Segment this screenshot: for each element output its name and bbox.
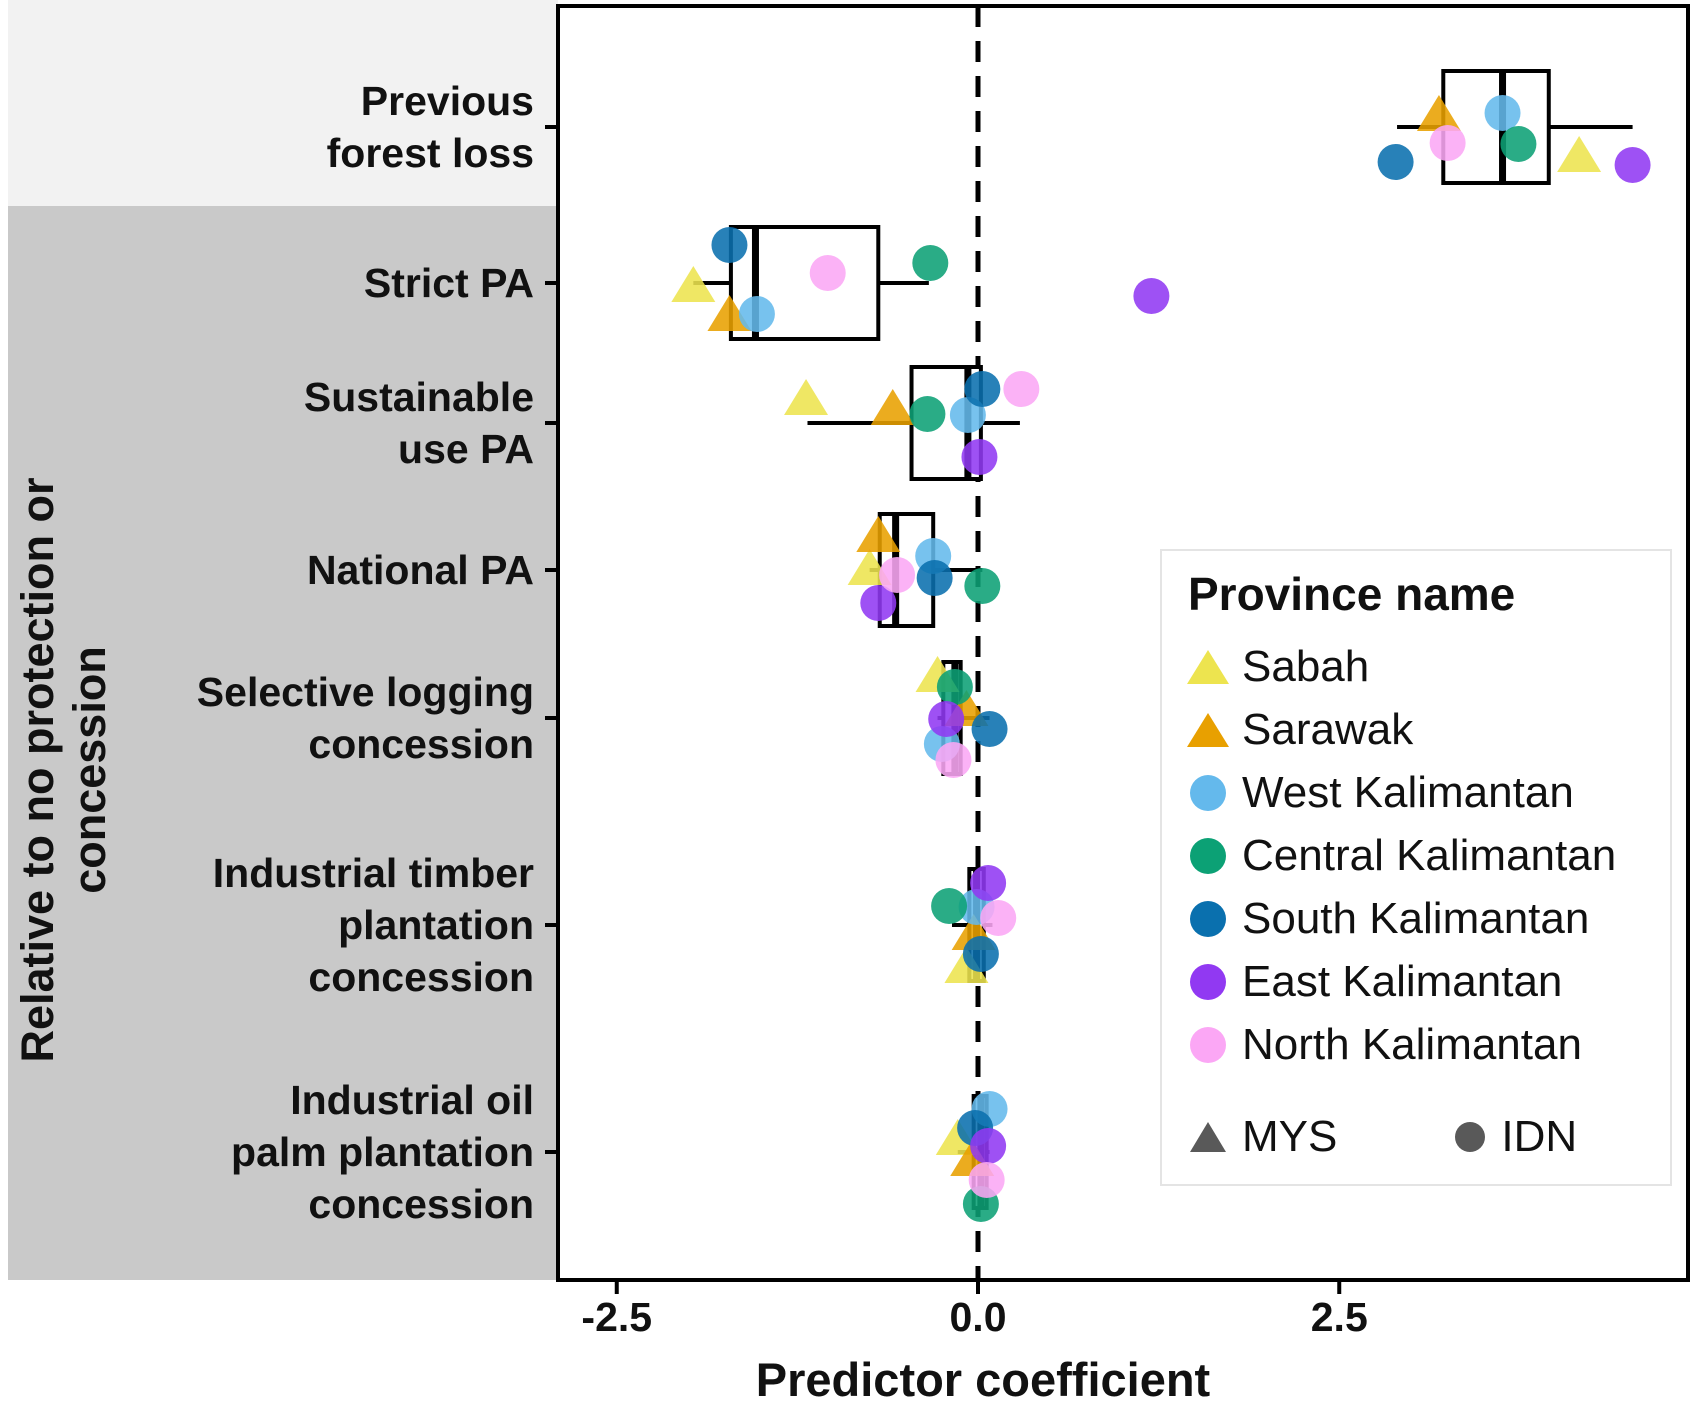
data-point-circle bbox=[711, 227, 748, 263]
data-point-circle bbox=[909, 396, 946, 432]
data-point-circle bbox=[970, 865, 1007, 901]
legend-item: Sabah bbox=[1162, 635, 1670, 698]
data-point-triangle bbox=[784, 379, 829, 415]
data-point-circle bbox=[879, 557, 916, 593]
legend-item: Sarawak bbox=[1162, 698, 1670, 761]
legend-box: Province name Sabah Sarawak West Kalimanta… bbox=[1160, 549, 1672, 1186]
legend-item-label: East Kalimantan bbox=[1242, 956, 1563, 1006]
legend-item-label: South Kalimantan bbox=[1242, 893, 1590, 943]
data-point-circle bbox=[738, 296, 775, 332]
panel-border bbox=[556, 4, 1690, 1282]
circle-marker-icon bbox=[1455, 1122, 1486, 1152]
data-point-circle bbox=[1377, 144, 1414, 180]
data-point-circle bbox=[916, 560, 953, 596]
data-point-triangle bbox=[870, 389, 915, 425]
category-label: Selective logging concession bbox=[196, 668, 534, 767]
data-point-circle bbox=[1614, 147, 1651, 183]
legend-item-label: Sarawak bbox=[1242, 704, 1414, 754]
data-point-circle bbox=[809, 255, 846, 291]
data-point-circle bbox=[964, 568, 1001, 604]
legend-marker bbox=[1186, 1026, 1230, 1063]
legend-item-label: North Kalimantan bbox=[1242, 1019, 1582, 1069]
legend-shape-row: MYS IDN bbox=[1162, 1112, 1670, 1162]
category-strip-dark bbox=[8, 206, 558, 1280]
data-point-triangle bbox=[856, 516, 901, 552]
legend-item-label: West Kalimantan bbox=[1242, 767, 1574, 817]
legend-marker bbox=[1186, 774, 1230, 811]
circle-marker-icon bbox=[1190, 837, 1226, 874]
legend-marker bbox=[1186, 712, 1230, 747]
data-point-circle bbox=[1484, 95, 1521, 131]
x-tick-label: 0.0 bbox=[949, 1294, 1007, 1340]
data-point-triangle bbox=[707, 295, 752, 331]
data-point-circle bbox=[1133, 278, 1170, 314]
category-label: Industrial timber plantation concession bbox=[212, 849, 534, 1001]
legend-item: South Kalimantan bbox=[1162, 887, 1670, 950]
legend-shape-item: MYS bbox=[1190, 1112, 1337, 1162]
x-tick-label: 2.5 bbox=[1310, 1294, 1368, 1340]
data-point-circle bbox=[980, 900, 1017, 936]
data-point-circle bbox=[935, 742, 972, 778]
triangle-marker-icon bbox=[1187, 712, 1229, 747]
legend-item: Central Kalimantan bbox=[1162, 824, 1670, 887]
legend-item-label: Central Kalimantan bbox=[1242, 830, 1617, 880]
legend-marker bbox=[1186, 649, 1230, 684]
legend-shape-item: IDN bbox=[1455, 1112, 1577, 1162]
legend-marker bbox=[1186, 900, 1230, 937]
category-label: Sustainable use PA bbox=[303, 373, 534, 472]
data-point-circle bbox=[964, 371, 1001, 407]
circle-marker-icon bbox=[1190, 963, 1226, 1000]
data-point-circle bbox=[961, 439, 998, 475]
category-strip-light bbox=[8, 0, 558, 206]
data-point-circle bbox=[1003, 371, 1040, 407]
legend-item: West Kalimantan bbox=[1162, 761, 1670, 824]
data-point-triangle bbox=[1557, 136, 1602, 172]
legend-marker bbox=[1186, 963, 1230, 1000]
data-point-circle bbox=[928, 701, 965, 737]
legend-title: Province name bbox=[1188, 568, 1516, 620]
legend-item: North Kalimantan bbox=[1162, 1013, 1670, 1076]
data-point-circle bbox=[970, 1128, 1007, 1164]
data-point-circle bbox=[1500, 126, 1537, 162]
circle-marker-icon bbox=[1190, 900, 1226, 937]
data-point-triangle bbox=[671, 266, 716, 302]
x-axis-title: Predictor coefficient bbox=[755, 1353, 1211, 1402]
data-point-circle bbox=[971, 711, 1008, 747]
legend-shape-label: IDN bbox=[1501, 1112, 1578, 1161]
data-point-circle bbox=[1429, 125, 1466, 161]
legend-item: East Kalimantan bbox=[1162, 950, 1670, 1013]
category-label: Strict PA bbox=[363, 259, 534, 306]
circle-marker-icon bbox=[1190, 774, 1226, 811]
legend-items: Sabah Sarawak West Kalimantan Central Kalim… bbox=[1162, 635, 1670, 1076]
x-tick-label: -2.5 bbox=[581, 1294, 653, 1340]
data-point-circle bbox=[936, 669, 973, 705]
data-point-circle bbox=[912, 245, 949, 281]
data-point-circle bbox=[962, 936, 999, 972]
data-point-triangle bbox=[1416, 95, 1461, 131]
triangle-marker-icon bbox=[1190, 1122, 1226, 1152]
category-label: National PA bbox=[306, 546, 534, 593]
circle-marker-icon bbox=[1190, 1026, 1226, 1063]
category-label: Industrial oil palm plantation concession bbox=[231, 1076, 534, 1228]
data-point-triangle bbox=[944, 947, 989, 983]
data-point-circle bbox=[860, 585, 897, 621]
legend-shape-label: MYS bbox=[1242, 1112, 1338, 1161]
legend-item-label: Sabah bbox=[1242, 641, 1370, 691]
data-point-circle bbox=[968, 1162, 1005, 1198]
data-point-circle bbox=[931, 888, 968, 924]
category-label: Previous forest loss bbox=[326, 77, 534, 176]
triangle-marker-icon bbox=[1187, 649, 1229, 684]
legend-marker bbox=[1186, 837, 1230, 874]
